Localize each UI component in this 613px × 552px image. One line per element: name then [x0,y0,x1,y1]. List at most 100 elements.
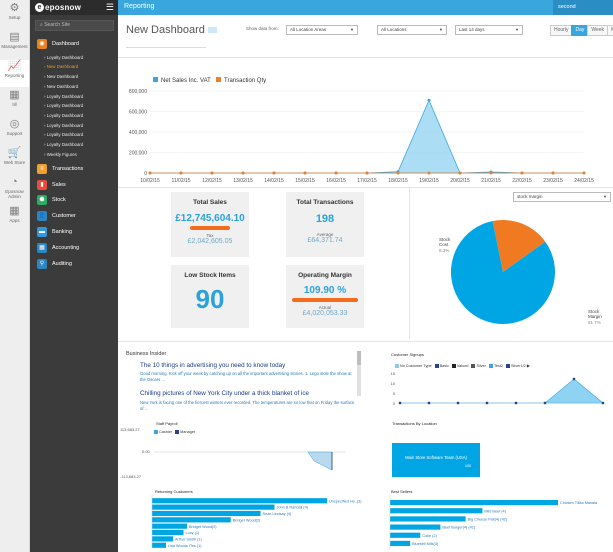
brand-logo[interactable]: e eposnow [30,0,118,15]
lifebuoy-icon: ◎ [9,118,20,130]
divider [118,57,613,58]
period-tab-m[interactable]: M [607,25,613,36]
pie-label-cost-pct: 8.3% [439,248,449,253]
search-input[interactable]: ⌕ Search Site [35,20,114,31]
eposnow-logo-icon: e [35,3,44,12]
x-tick-label: 13/02/15 [233,178,253,184]
kpi-title: Operating Margin [298,272,352,279]
news-scrollbar[interactable] [357,351,361,396]
scrollbar-thumb[interactable] [357,351,361,365]
date-range-select[interactable]: Last 14 days ▼ [455,25,523,35]
y-tick-label: 113,683.27 [120,427,140,432]
search-icon: ⌕ [40,22,43,28]
bullet: › [44,141,47,147]
bar-label: Bridget Wood(2) [233,518,261,522]
kpi-sub-value: £4,020,053.33 [302,310,348,317]
kpi-operating-margin: Operating Margin 109.90 % Actual £4,020,… [286,265,364,328]
bar [390,524,441,530]
bullet: › [44,83,47,89]
rail-item-web-store[interactable]: 🛒 Web Store [0,147,29,174]
nav-item-auditing[interactable]: ⚲ Auditing [30,257,118,270]
news-headline[interactable]: The 10 things in advertising you need to… [140,362,286,369]
date-range-value: Last 14 days [459,27,485,32]
bar-label: Lisa Woods ITes (1) [168,544,202,548]
period-tab-day[interactable]: Day [571,25,589,36]
sub-label: Loyalty Dashboard [46,93,84,99]
dashboard-main: New Dashboard Show data from: All Locati… [118,15,613,552]
customer-icon: 👤 [37,211,47,222]
legend-label: Silver [511,364,521,368]
nav-item-stock[interactable]: ⬢ Stock [30,194,118,207]
rail-item-apps[interactable]: ▦ Apps [0,205,29,232]
rail-item-reporting[interactable]: 📈 Reporting [0,60,29,87]
nav-item-customer[interactable]: 👤 Customer [30,210,118,223]
sub-item-new-dashboard[interactable]: › New Dashboard [30,72,118,82]
sub-item-loyalty-dashboard[interactable]: › Loyalty Dashboard [30,111,118,121]
show-data-label: Show data from: [246,26,279,31]
period-tab-week[interactable]: Week [587,25,609,36]
auditing-icon: ⚲ [37,258,47,269]
transactions-by-location-title: Transactions By Location [392,421,437,426]
pie-label-margin: Margin [588,314,602,319]
divider [118,187,613,188]
sub-item-weekly-figures[interactable]: › Weekly Figures [30,150,118,160]
bar [390,508,483,514]
rail-item-till[interactable]: ▦ till [0,89,29,116]
rail-item-support[interactable]: ◎ Support [0,118,29,145]
pie-metric-value: stock margin [517,194,543,199]
nav-label: Sales [52,181,66,188]
banking-icon: ▬ [37,227,47,238]
sub-label: New Dashboard [46,83,79,89]
rail-label: Apps [9,218,20,223]
nav-item-sales[interactable]: ▮ Sales [30,178,118,191]
rail-item-setup[interactable]: ⚙ Setup [0,2,29,29]
location-area-select[interactable]: All Location Areas ▼ [286,25,358,35]
bullet: › [44,112,47,118]
rail-item-management[interactable]: ▤ Management [0,31,29,58]
point-transaction-qty [334,171,338,175]
rail-item-eposnow-admin[interactable]: ◔ Eposnow Admin [0,176,29,203]
signups-point [398,401,402,405]
sub-label: Loyalty Dashboard [46,103,84,109]
y-tick-label: 200,000 [129,151,147,157]
sub-item-new-dashboard[interactable]: › New Dashboard [30,82,118,92]
sub-item-loyalty-dashboard[interactable]: › Loyalty Dashboard [30,121,118,131]
chevron-down-icon: ▼ [350,27,354,32]
sub-item-loyalty-dashboard[interactable]: › Loyalty Dashboard [30,130,118,140]
sub-item-loyalty-dashboard[interactable]: › Loyalty Dashboard [30,53,118,63]
nav-label: Stock [52,197,66,204]
legend-label: Cashier [159,430,173,434]
y-tick-label: 400,000 [129,130,147,136]
sub-item-new-dashboard[interactable]: › New Dashboard [30,62,118,72]
location-select[interactable]: All Locations ▼ [377,25,447,35]
bar [152,504,275,510]
sub-item-loyalty-dashboard[interactable]: › Loyalty Dashboard [30,140,118,150]
sales-area-chart: Net Sales Inc. VAT Transaction Qty 0 200,00… [129,77,594,184]
news-headline[interactable]: Chilling pictures of New York City under… [140,390,310,397]
kpi-sub-label: Tax [206,233,214,238]
hamburger-menu-icon[interactable]: ☰ [105,2,114,12]
sub-item-loyalty-dashboard[interactable]: › Loyalty Dashboard [30,101,118,111]
news-summary: New York is facing one of the fiercest w… [140,400,355,411]
clipboard-icon: ▤ [9,31,20,43]
bullet: › [44,151,47,157]
user-menu[interactable]: second [553,0,613,15]
nav-item-dashboard[interactable]: ◉ Dashboard [30,37,118,50]
nav-item-accounting[interactable]: ▦ Accounting [30,241,118,254]
sub-item-loyalty-dashboard[interactable]: › Loyalty Dashboard [30,92,118,102]
kpi-low-stock: Low Stock Items 90 [171,265,249,328]
news-summary: Good morning. Kick off your week by catc… [140,371,352,382]
signups-point [456,401,460,405]
y-tick-label: 0.00 [142,449,151,454]
search-placeholder: Search Site [44,22,71,28]
nav-item-banking[interactable]: ▬ Banking [30,226,118,239]
period-tab-hourly[interactable]: Hourly [550,25,573,36]
pie-metric-select[interactable]: stock margin ▼ [513,192,611,202]
nav-item-transactions[interactable]: ≡ Transactions [30,162,118,175]
edit-title-icon[interactable] [207,27,217,34]
nav-label: Dashboard [52,40,79,47]
x-tick-label: 14/02/15 [264,178,284,184]
staff-payroll-chart: 113,683.27 0.00 -113,683.27 [120,427,346,479]
legend-swatch [488,364,493,368]
x-tick-label: 12/02/15 [202,178,222,184]
